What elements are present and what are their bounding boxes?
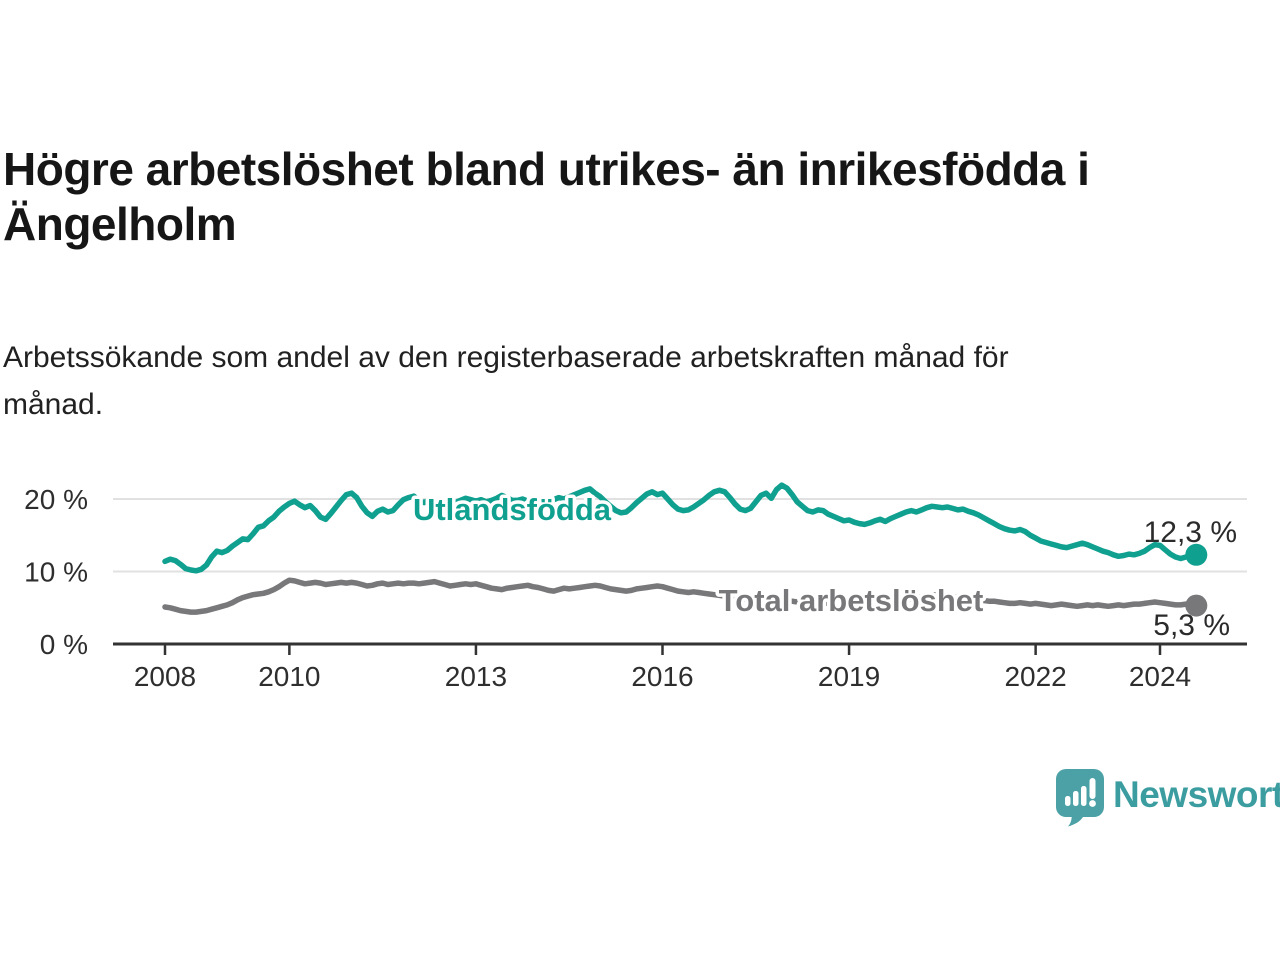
x-axis-tick-label: 2008: [134, 661, 196, 692]
newsworthy-logo-text: Newsworthy: [1113, 774, 1280, 815]
series-line-utlandsfodda: [162, 482, 1200, 574]
series-line-total: [162, 577, 1200, 615]
x-axis-tick-label: 2013: [445, 661, 507, 692]
x-tick-labels: 2008 2010 2013 2016 2019 2022 2024: [134, 661, 1191, 692]
series-label-utlandsfodda: Utlandsfödda: [413, 492, 612, 527]
end-value-label-total: 5,3 %: [1153, 609, 1230, 642]
series-end-dot-total: [1185, 594, 1208, 617]
x-axis-tick-label: 2010: [258, 661, 320, 692]
end-value-label-utlandsfodda: 12,3 %: [1144, 516, 1237, 549]
y-axis-tick-label: 10 %: [24, 557, 88, 588]
x-tick-marks: [163, 645, 1162, 655]
gridlines: [113, 498, 1247, 573]
newsworthy-logo-icon: [1056, 769, 1104, 827]
y-axis-tick-label: 20 %: [24, 484, 88, 515]
newsworthy-logo: Newsworthy: [1056, 769, 1280, 827]
page-subtitle: Arbetssökande som andel av den registerb…: [3, 341, 1009, 421]
series-end-dot-utlandsfodda: [1185, 543, 1208, 566]
x-axis-tick-label: 2016: [631, 661, 693, 692]
x-axis-tick-label: 2019: [818, 661, 880, 692]
x-axis-tick-label: 2024: [1129, 661, 1191, 692]
y-axis-tick-label: 0 %: [40, 629, 88, 660]
page-title: Högre arbetslöshet bland utrikes- än inr…: [3, 143, 1090, 250]
series-label-total: Total arbetslöshet: [719, 583, 984, 618]
x-axis-tick-label: 2022: [1004, 661, 1066, 692]
y-tick-labels: 20 % 10 % 0 %: [24, 484, 88, 660]
